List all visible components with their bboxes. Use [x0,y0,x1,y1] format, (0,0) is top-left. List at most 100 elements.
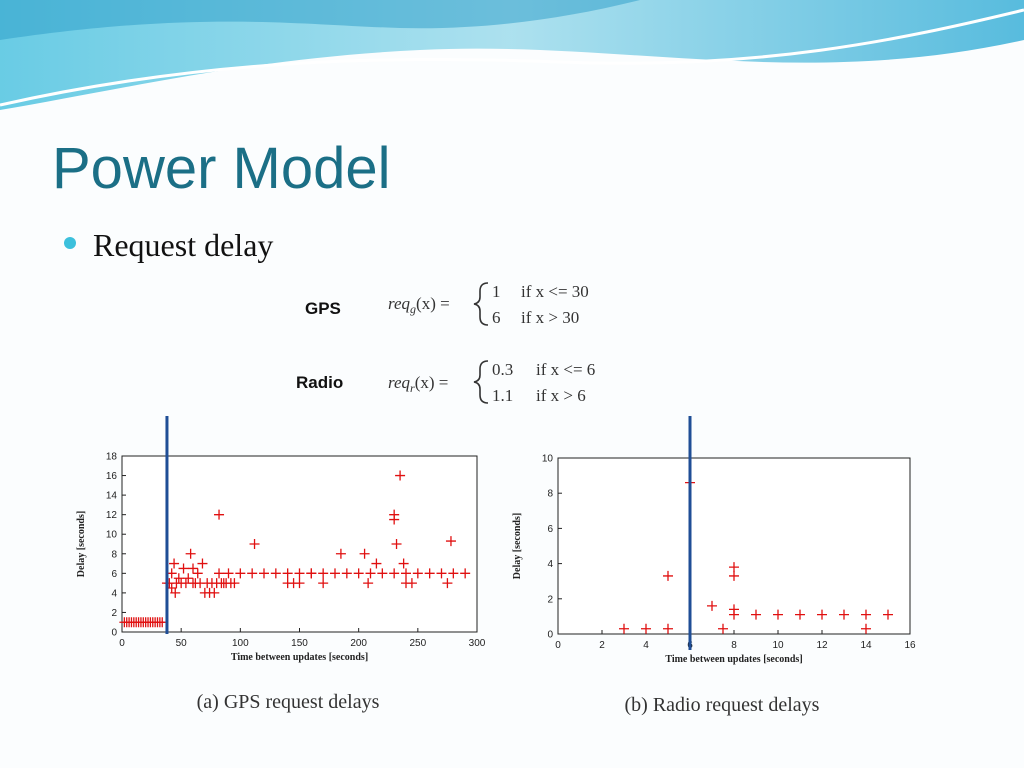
formula-brace [473,360,489,404]
point [395,470,406,481]
point [235,568,246,579]
point [412,568,423,579]
formula-case-cond: if x <= 6 [536,360,595,379]
point [729,570,739,581]
point [318,568,329,579]
x-tick-label: 0 [119,638,125,649]
point [398,558,409,569]
point [401,568,411,579]
point [214,509,225,520]
point [389,568,400,579]
x-tick-label: 8 [731,640,737,651]
y-tick-label: 8 [111,549,117,560]
y-tick-label: 4 [547,559,553,570]
point [259,568,269,579]
y-axis-label: Delay [seconds] [512,513,523,579]
formula-func: req [388,294,411,313]
point [389,514,400,525]
formula-func: req [388,373,411,392]
y-tick-label: 2 [111,608,117,619]
point [223,568,234,579]
chart-caption: (b) Radio request delays [625,694,820,716]
point [839,609,849,620]
x-tick-label: 200 [350,638,367,649]
formula-arg: (x) = [415,373,449,392]
y-axis-label: Delay [seconds] [76,511,87,577]
point [335,548,346,559]
y-tick-label: 8 [547,489,553,500]
point [330,568,340,579]
bullet-dot [64,237,76,249]
point [619,623,629,634]
chart-caption: (a) GPS request delays [197,691,380,713]
y-tick-label: 12 [106,510,118,521]
point [377,568,388,579]
x-tick-label: 100 [232,638,249,649]
point [436,568,447,579]
point [707,600,717,611]
point [214,568,225,579]
y-tick-label: 16 [106,471,118,482]
point [773,609,783,620]
point [353,568,364,579]
y-tick-label: 18 [106,452,118,463]
formula-case-value: 0.3 [492,360,513,379]
point [751,609,761,620]
formula-case-cond: if x > 30 [521,308,579,327]
point [663,570,673,581]
formula-sub: r [410,381,415,395]
point [442,578,453,589]
plot-frame [121,455,478,633]
point [424,568,435,579]
point [817,609,827,620]
point [249,539,260,549]
x-tick-label: 10 [772,640,784,651]
point [197,558,208,569]
y-tick-label: 4 [111,588,117,599]
x-axis-label: Time between updates [seconds] [665,654,802,665]
point [460,568,471,579]
point [359,548,370,559]
y-tick-label: 6 [111,569,117,580]
formula-lhs: reqr(x) = [388,373,448,395]
point [169,558,180,569]
formula-case-value: 1 [492,282,501,301]
formula-brace [473,282,489,326]
x-tick-label: 300 [469,638,486,649]
point [718,623,728,634]
point [270,568,281,579]
x-tick-label: 50 [176,638,188,649]
point [641,623,651,634]
y-tick-label: 10 [542,454,554,465]
formula-label: GPS [305,299,341,318]
point [229,578,240,589]
formula-case-value: 1.1 [492,386,513,405]
formula-lhs: reqg(x) = [388,294,450,316]
point [192,568,203,579]
point [183,573,194,584]
point [391,539,402,549]
y-tick-label: 0 [111,628,117,639]
point [170,587,181,598]
point [663,623,673,634]
x-tick-label: 0 [555,640,561,651]
point [445,536,456,547]
point [729,562,739,573]
point [371,558,382,569]
formula-arg: (x) = [416,294,450,313]
x-tick-label: 2 [599,640,605,651]
bullet-text: Request delay [93,227,273,263]
point [341,568,352,579]
point [282,568,293,579]
chart: 02468101214160246810Time between updates… [512,416,916,716]
header-wave-dark [0,0,640,40]
x-tick-label: 12 [816,640,828,651]
x-tick-label: 14 [860,640,872,651]
y-tick-label: 2 [547,594,553,605]
point [861,623,871,634]
point [188,563,198,574]
point [294,578,305,589]
